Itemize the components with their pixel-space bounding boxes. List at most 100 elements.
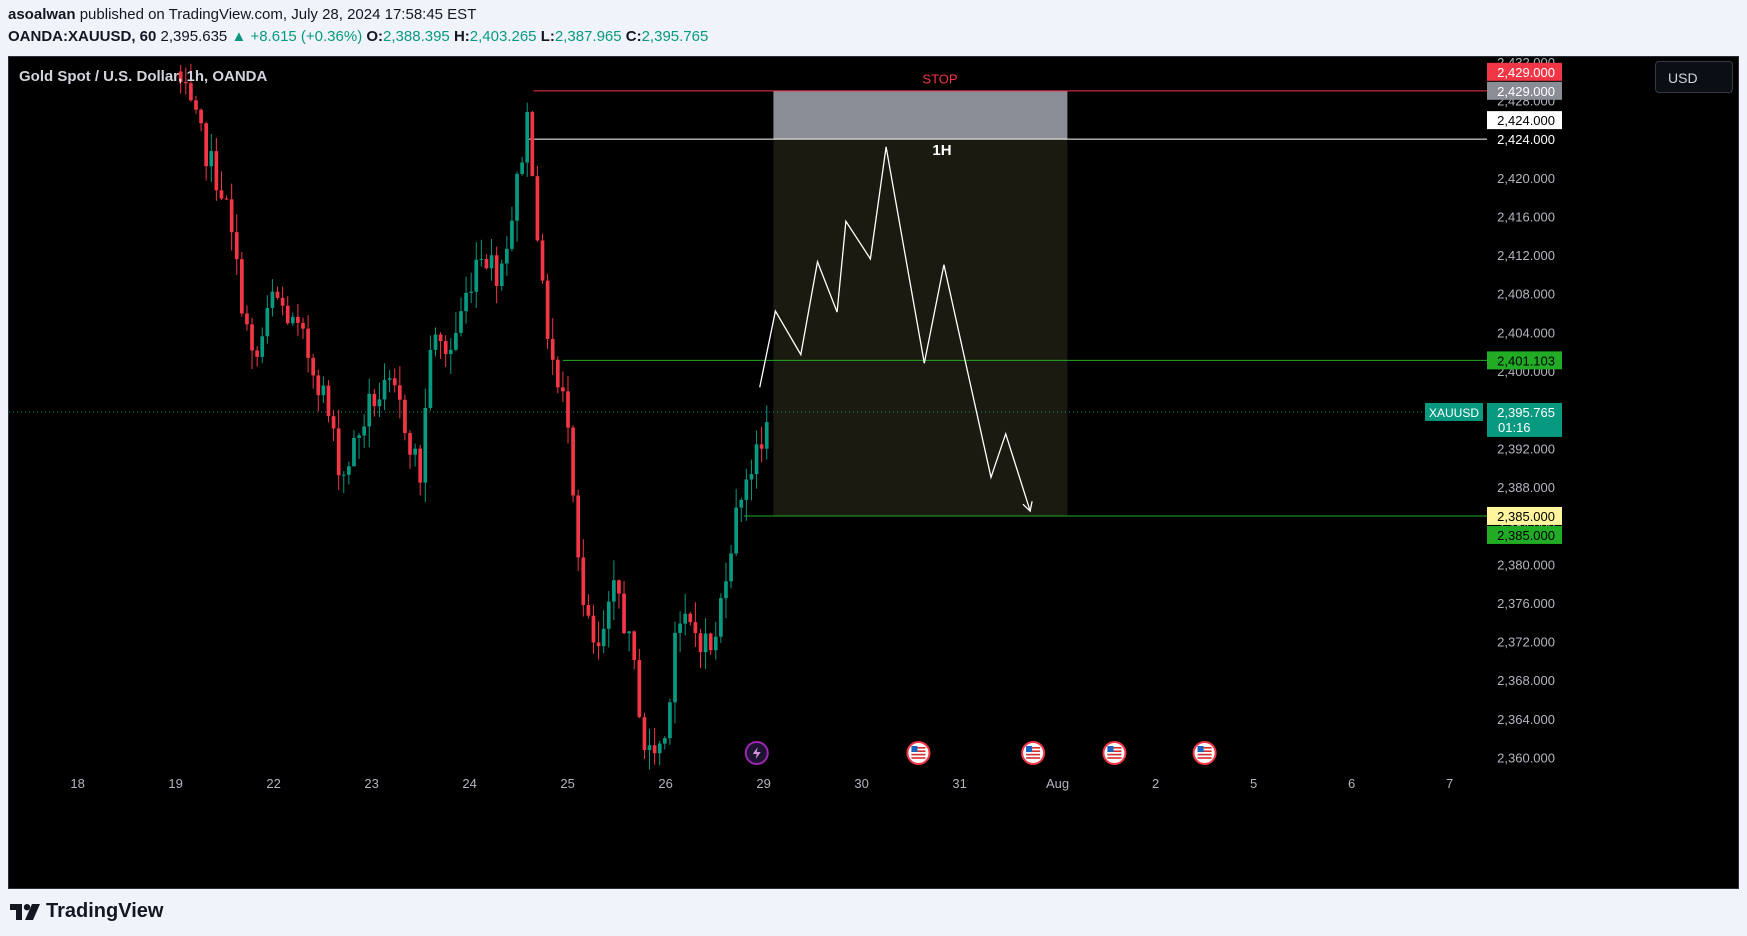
current-price-label: 2,395.765 — [1497, 405, 1555, 420]
candle-body — [229, 199, 234, 233]
projection-path — [759, 146, 1031, 512]
x-tick-label: 30 — [854, 776, 868, 791]
candle-body — [240, 259, 244, 314]
high-label: H: — [453, 28, 470, 45]
candle-body — [566, 391, 570, 428]
candle-body — [606, 601, 611, 629]
publish-header: asoalwan published on TradingView.com, J… — [8, 6, 476, 23]
y-tick-label: 2,376.000 — [1497, 596, 1555, 611]
candle-body — [647, 745, 652, 751]
candle-body — [754, 444, 759, 475]
price-tag-label: 2,385.000 — [1497, 528, 1555, 543]
candle-body — [561, 387, 565, 392]
close-label: C: — [625, 28, 642, 45]
timeframe-label: 1H — [932, 142, 951, 159]
candle-body — [459, 311, 463, 333]
candle-body — [688, 613, 693, 623]
tradingview-logo[interactable]: TradingView — [10, 900, 163, 923]
candle-body — [306, 328, 310, 358]
low-value: 2,387.965 — [554, 28, 622, 45]
symbol-tag-label: XAUUSD — [1429, 406, 1479, 420]
close-value: 2,395.765 — [641, 28, 709, 45]
candle-body — [499, 263, 504, 286]
price-tag — [1487, 351, 1562, 370]
candle-body — [596, 642, 601, 647]
y-tick-label: 2,372.000 — [1497, 635, 1555, 650]
x-tick-label: 29 — [756, 776, 770, 791]
chart-title: Gold Spot / U.S. Dollar, 1h, OANDA — [19, 68, 268, 85]
candle-body — [336, 428, 341, 476]
current-price-tag — [1487, 402, 1562, 437]
candle-body — [535, 176, 540, 241]
x-tick-label: 25 — [560, 776, 574, 791]
candle-body — [530, 111, 535, 177]
candle-body — [484, 258, 489, 269]
flag-canton — [1107, 746, 1114, 752]
symbol-label: OANDA:XAUUSD, 60 — [8, 28, 157, 45]
candle-body — [250, 324, 254, 351]
lightning-icon — [752, 747, 761, 759]
candle-body — [749, 474, 754, 480]
y-tick-label: 2,380.000 — [1497, 557, 1555, 572]
y-tick-label: 2,364.000 — [1497, 712, 1555, 727]
candle-body — [703, 633, 708, 653]
candle-body — [555, 359, 560, 388]
candle-body — [326, 385, 331, 417]
candle-body — [265, 307, 270, 337]
price-chart[interactable]: 2,360.000 2,364.000 2,368.000 2,372.000 2,37… — [9, 57, 1739, 889]
high-value: 2,403.265 — [469, 28, 537, 45]
candle-body — [571, 427, 575, 496]
flag-stripe — [1026, 747, 1041, 749]
candle-body — [668, 702, 672, 739]
candle-body — [469, 291, 474, 293]
candle-body — [428, 349, 433, 408]
candle-body — [739, 499, 744, 508]
x-tick-label: 6 — [1348, 776, 1355, 791]
price-tag-label: 2,424.000 — [1497, 132, 1555, 147]
author-name[interactable]: asoalwan — [8, 6, 76, 23]
candle-body — [479, 258, 484, 260]
candle-body — [443, 341, 448, 355]
candle-body — [719, 598, 723, 637]
x-tick-label: 19 — [168, 776, 182, 791]
candle-body — [352, 437, 356, 467]
candle-body — [489, 255, 494, 269]
candle-body — [673, 632, 677, 703]
flag-stripe — [1107, 747, 1122, 749]
flag-stripe — [911, 750, 926, 752]
price-tag — [1487, 525, 1562, 544]
candle-body — [321, 385, 326, 396]
candle-body — [224, 198, 229, 200]
price-tag — [1487, 130, 1562, 149]
candle-body — [418, 448, 423, 483]
currency-button[interactable]: USD — [1655, 61, 1733, 93]
flag-stripe — [1026, 757, 1041, 759]
candle-body — [219, 190, 224, 199]
candle-body — [617, 580, 621, 594]
candle-body — [474, 259, 479, 292]
us-flag-event-icon — [1021, 741, 1046, 765]
countdown-label: 01:16 — [1498, 420, 1531, 435]
low-label: L: — [540, 28, 555, 45]
candle-body — [698, 633, 703, 653]
candle-body — [657, 743, 662, 754]
candle-body — [759, 444, 764, 449]
candle-body — [764, 422, 769, 449]
flag-canton — [911, 746, 918, 752]
candle-body — [708, 633, 713, 651]
candle-body — [392, 378, 397, 386]
chart-panel[interactable]: 2,360.000 2,364.000 2,368.000 2,372.000 2,37… — [8, 56, 1739, 889]
candle-body — [438, 334, 443, 342]
candle-body — [280, 297, 285, 306]
price-tag — [1487, 62, 1562, 81]
flag-stripe — [911, 753, 926, 756]
candle-body — [576, 495, 581, 558]
candle-body — [214, 151, 219, 191]
flag-canton — [1197, 746, 1204, 752]
candle-body — [550, 338, 555, 360]
candle-body — [275, 291, 280, 298]
projection-arrowhead — [1022, 501, 1033, 513]
x-tick-label: 5 — [1250, 776, 1257, 791]
candle-body — [362, 426, 366, 436]
candle-body — [189, 83, 193, 101]
